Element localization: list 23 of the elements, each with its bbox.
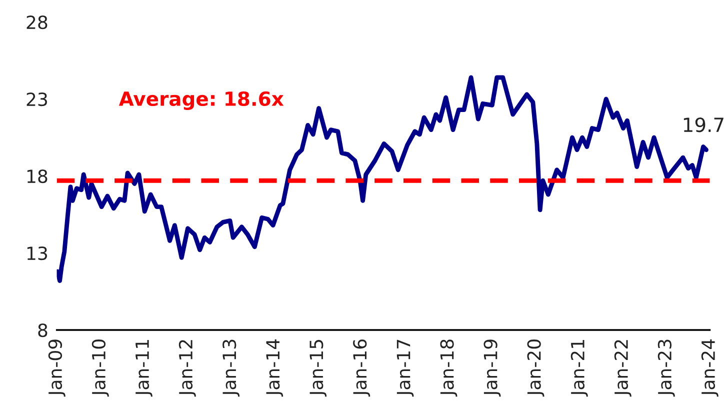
x-tick-label: Jan-24 [701,339,718,397]
x-tick-label: Jan-23 [658,340,675,397]
x-tick-label: Jan-22 [614,340,632,397]
y-tick-label: 8 [38,323,48,338]
annotation: 19.7 [684,117,724,132]
x-tick-label: Jan-12 [178,340,196,397]
x-tick-label: Jan-11 [136,340,152,397]
y-tick-label: 28 [26,16,48,30]
y-tick-label: 18 [27,169,48,184]
x-tick-label: Jan-14 [266,339,284,397]
x-tick-label: Jan-19 [484,340,501,397]
x-tick-label: Jan-13 [222,340,240,397]
y-tick-label: 13 [27,246,48,260]
x-tick-label: Jan-15 [310,340,327,397]
x-tick-label: Jan-09 [48,340,66,397]
x-tick-label: Jan-17 [396,340,414,397]
x-tick-label: Jan-16 [353,339,370,397]
y-tick-label: 23 [26,92,48,106]
annotation: Average: 18.6x [118,91,284,110]
x-tick-label: Jan-10 [92,340,109,397]
x-tick-label: Jan-21 [570,340,588,397]
x-tick-label: Jan-20 [527,340,544,397]
x-tick-label: Jan-18 [440,340,458,397]
